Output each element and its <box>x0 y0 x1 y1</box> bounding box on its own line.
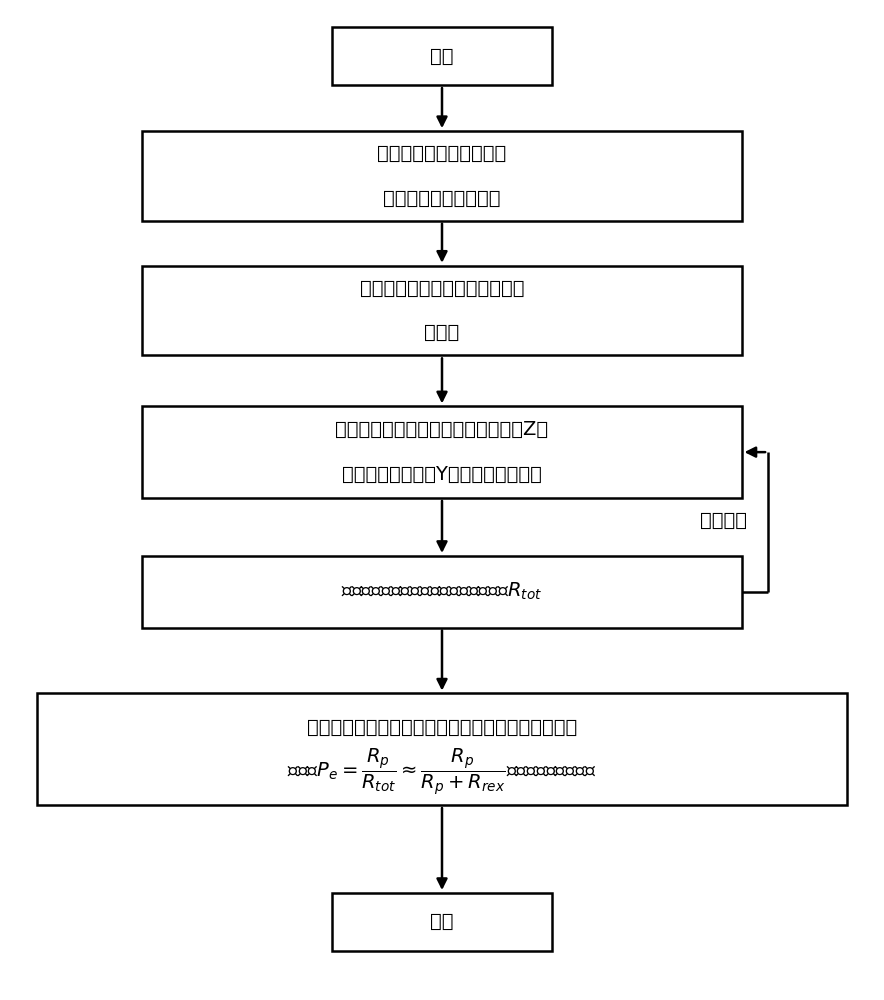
FancyBboxPatch shape <box>142 131 742 221</box>
Text: 稳态解: 稳态解 <box>424 323 460 342</box>
Text: 据公式$P_e = \dfrac{R_p}{R_{tot}} \approx \dfrac{R_p}{R_p + R_{rex}}$，求出电子的极化率: 据公式$P_e = \dfrac{R_p}{R_{tot}} \approx \… <box>287 746 597 797</box>
Text: 作出功率与弛豫率的曲线，求出零功率对应点值，根: 作出功率与弛豫率的曲线，求出零功率对应点值，根 <box>307 717 577 736</box>
FancyBboxPatch shape <box>142 556 742 628</box>
Text: 开始: 开始 <box>431 47 453 66</box>
FancyBboxPatch shape <box>332 27 552 85</box>
Text: 求解原子自旋陀螺仪动力学方程: 求解原子自旋陀螺仪动力学方程 <box>360 279 524 298</box>
FancyBboxPatch shape <box>142 266 742 355</box>
Text: 控制抽运激光，简化原子: 控制抽运激光，简化原子 <box>377 144 507 163</box>
Text: 加变化的大磁场，Y方向加小幅度磁场: 加变化的大磁场，Y方向加小幅度磁场 <box>342 465 542 484</box>
Text: 对系统的输出响应进行曲线拟和，推出$R_{tot}$: 对系统的输出响应进行曲线拟和，推出$R_{tot}$ <box>341 581 543 602</box>
FancyBboxPatch shape <box>332 893 552 951</box>
Text: 磁场线圈补偿各方向磁场为零，然后Z方: 磁场线圈补偿各方向磁场为零，然后Z方 <box>335 420 549 439</box>
Text: 结束: 结束 <box>431 912 453 931</box>
Text: 改变功率: 改变功率 <box>700 510 748 529</box>
FancyBboxPatch shape <box>142 406 742 498</box>
Text: 自旋陀螺仪动力学方程: 自旋陀螺仪动力学方程 <box>384 189 500 208</box>
FancyBboxPatch shape <box>36 693 848 805</box>
